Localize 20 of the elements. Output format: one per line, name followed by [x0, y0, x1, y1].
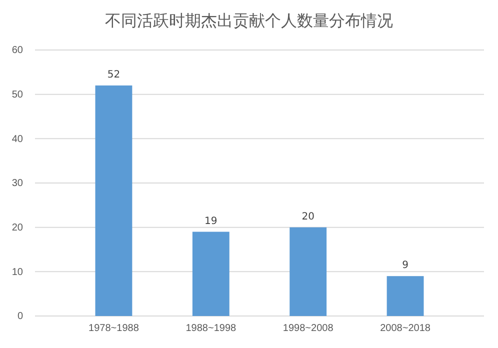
y-tick-label: 30 [12, 178, 24, 190]
data-label: 19 [204, 216, 218, 227]
data-label: 9 [402, 260, 408, 272]
data-label: 20 [302, 211, 314, 222]
x-tick-label: 1978~1988 [88, 323, 140, 334]
bar [386, 276, 424, 316]
x-tick-label: 2008~2018 [380, 323, 431, 334]
chart-title: 不同活跃时期杰出贡献个人数量分布情况 [105, 11, 393, 30]
x-tick-label: 1988~1998 [186, 323, 237, 334]
bar [192, 232, 230, 316]
bar [95, 85, 132, 316]
y-tick-label: 20 [12, 222, 24, 234]
bar [290, 227, 327, 316]
y-tick-label: 40 [12, 134, 24, 145]
y-tick-label: 0 [17, 311, 24, 322]
y-tick-label: 60 [12, 45, 24, 56]
y-tick-label: 50 [12, 90, 24, 101]
x-tick-label: 1998~2008 [282, 323, 334, 334]
data-label: 52 [107, 69, 120, 80]
y-tick-label: 10 [12, 266, 24, 278]
